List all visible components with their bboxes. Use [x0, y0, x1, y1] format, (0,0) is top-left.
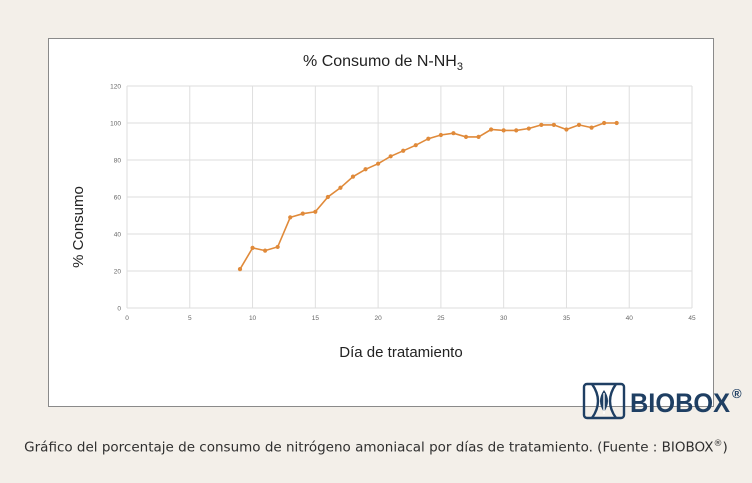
data-point — [300, 211, 305, 216]
y-tick-label: 60 — [114, 195, 122, 202]
data-point — [463, 134, 469, 139]
x-tick-label: 15 — [312, 315, 320, 322]
data-point — [237, 267, 243, 272]
data-point — [338, 185, 343, 190]
data-point — [576, 122, 582, 127]
x-tick-label: 5 — [188, 315, 192, 322]
data-point — [589, 125, 594, 130]
data-point — [614, 120, 619, 126]
biobox-logo: BIOBOX ® — [582, 382, 742, 420]
data-point — [263, 248, 268, 253]
x-tick-label: 25 — [437, 315, 445, 322]
data-point — [489, 127, 494, 132]
caption-text: Gráfico del porcentaje de consumo de nit… — [24, 439, 714, 456]
data-point — [363, 167, 368, 172]
series-line — [239, 122, 617, 270]
line-chart: % Consumo de N-NH3 0 20 40 60 80 100 120 0 5 10 15… — [70, 53, 696, 361]
y-axis-label: % Consumo — [70, 186, 87, 268]
data-point — [451, 131, 456, 136]
figure-caption: Gráfico del porcentaje de consumo de nit… — [20, 434, 732, 458]
x-tick-label: 35 — [563, 315, 571, 322]
data-point — [526, 126, 531, 131]
y-tick-label: 100 — [110, 121, 121, 128]
data-point — [564, 127, 569, 132]
data-point — [325, 194, 330, 200]
data-point — [514, 128, 519, 133]
y-tick-label: 120 — [110, 84, 121, 91]
x-tick-label: 45 — [688, 315, 696, 322]
data-point — [476, 134, 481, 139]
data-point — [426, 136, 431, 141]
chart-plot-area — [237, 120, 619, 272]
data-point — [401, 148, 406, 153]
data-point — [250, 245, 255, 250]
data-point — [388, 154, 393, 159]
chart-title-subscript: 3 — [457, 61, 463, 73]
y-tick-label: 0 — [117, 306, 121, 313]
biobox-registered-mark: ® — [732, 386, 742, 401]
data-point — [376, 161, 381, 166]
biobox-logo-text: BIOBOX — [630, 388, 730, 418]
chart-tick-labels: 0 20 40 60 80 100 120 0 5 10 15 20 25 30 35 40 45 — [110, 84, 696, 323]
caption-registered-mark: ® — [713, 439, 723, 449]
data-point — [602, 120, 607, 126]
x-tick-label: 30 — [500, 315, 508, 322]
chart-title: % Consumo de N-NH3 — [303, 53, 463, 73]
y-tick-label: 80 — [114, 158, 122, 165]
y-tick-label: 20 — [114, 269, 122, 276]
data-point — [539, 122, 544, 127]
caption-close: ) — [722, 439, 728, 456]
x-tick-label: 0 — [125, 315, 129, 322]
data-point — [275, 244, 280, 250]
data-point — [551, 122, 556, 127]
x-tick-label: 20 — [374, 315, 382, 322]
y-tick-label: 40 — [114, 232, 122, 239]
data-point — [413, 143, 418, 148]
data-point — [438, 132, 443, 138]
biobox-leaf-icon — [582, 382, 626, 420]
x-tick-label: 40 — [626, 315, 634, 322]
data-point — [350, 174, 356, 179]
data-point — [288, 215, 293, 220]
figure-panel: % Consumo de N-NH3 0 20 40 60 80 100 120 0 5 10 15… — [48, 38, 742, 420]
data-point — [313, 209, 318, 214]
data-point — [501, 128, 506, 133]
chart-grid — [126, 85, 693, 309]
x-tick-label: 10 — [249, 315, 257, 322]
x-axis-label: Día de tratamiento — [339, 344, 462, 361]
